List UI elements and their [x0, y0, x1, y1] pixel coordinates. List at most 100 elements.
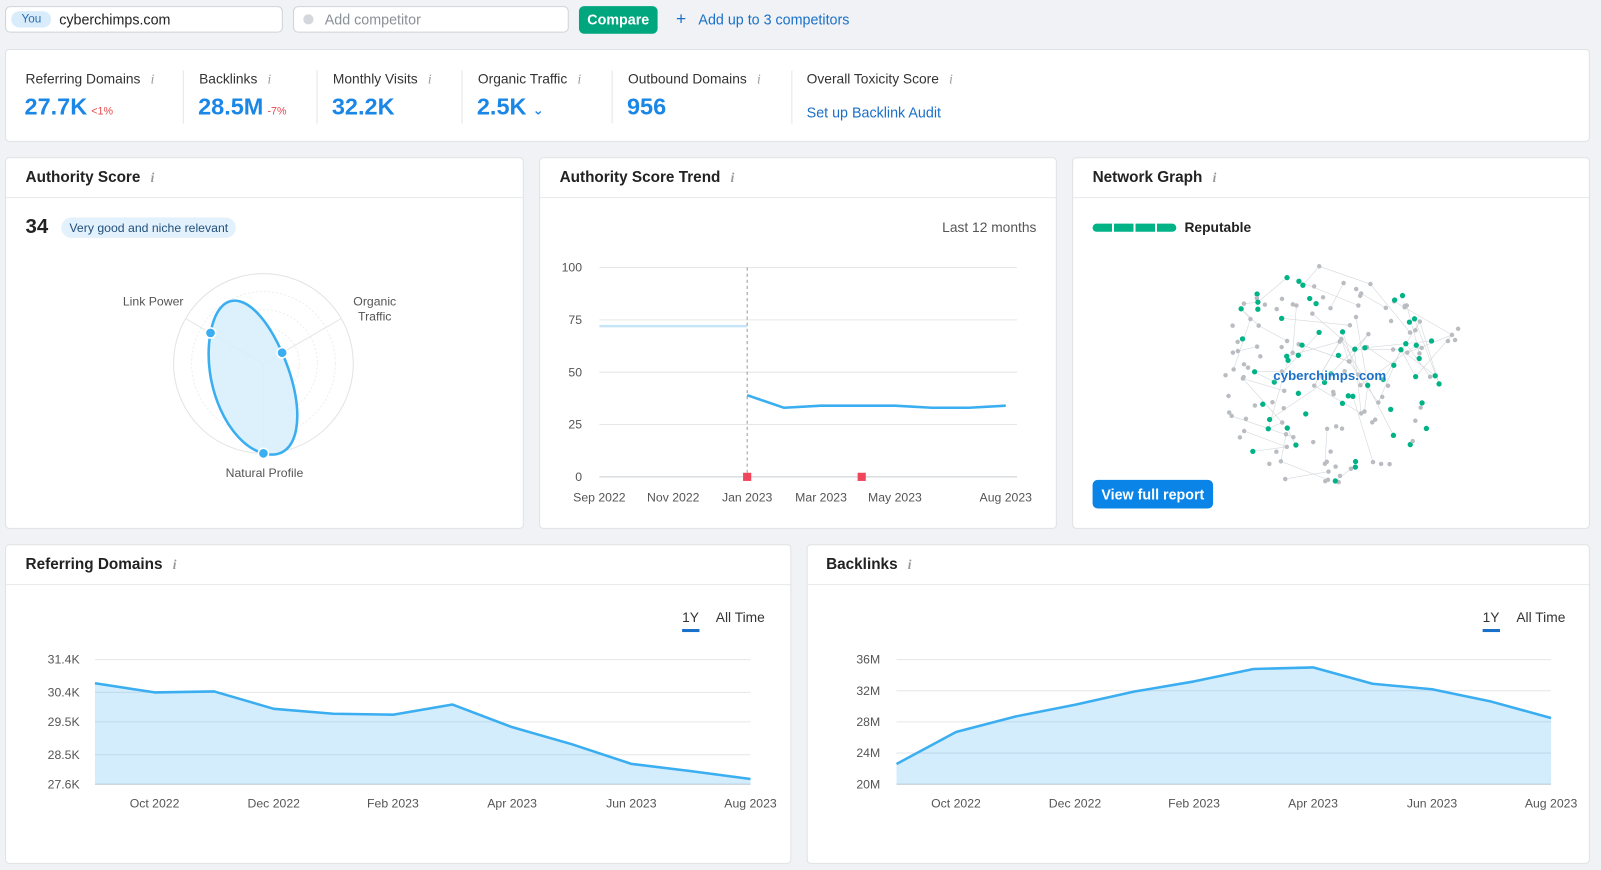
y-tick-label: 24M — [856, 746, 880, 760]
divider — [6, 197, 523, 199]
network-node — [1388, 318, 1394, 324]
radar-label: Link Power — [122, 294, 184, 309]
compare-button[interactable]: Compare — [578, 6, 658, 34]
you-pill: You — [11, 11, 52, 28]
panel-title: Referring Domains i — [26, 555, 177, 572]
metric-change: -7% — [267, 105, 287, 118]
line — [895, 666, 1552, 766]
network-node — [1230, 323, 1235, 328]
domain-input[interactable] — [5, 6, 283, 33]
info-icon[interactable]: i — [730, 169, 735, 185]
y-tick-label: 28M — [856, 715, 880, 729]
network-node — [1445, 338, 1451, 344]
metric-value: 28.5M — [198, 92, 264, 120]
network-node — [1412, 373, 1419, 380]
network-edge — [1355, 316, 1369, 386]
network-node — [1452, 337, 1458, 343]
network-edge — [1348, 361, 1379, 403]
info-icon[interactable]: i — [150, 71, 155, 87]
competitor-placeholder: Add competitor — [324, 11, 421, 28]
network-node — [1279, 296, 1285, 302]
view-report-button[interactable]: View full report — [1092, 479, 1214, 509]
network-node — [1255, 299, 1261, 305]
metric-label: Monthly Visits i — [333, 71, 432, 87]
network-edge — [1341, 338, 1368, 386]
network-node — [1449, 332, 1455, 338]
network-node — [1417, 351, 1422, 356]
network-node — [1248, 316, 1253, 322]
network-node — [1350, 393, 1356, 399]
network-edge — [1324, 428, 1328, 464]
network-edge — [1302, 266, 1320, 286]
x-tick-label: Oct 2022 — [130, 797, 180, 811]
x-tick-label: Feb 2023 — [1168, 797, 1220, 811]
network-node — [1307, 295, 1313, 302]
y-tick-label: 0 — [575, 470, 582, 484]
tab-active[interactable]: 1Y — [682, 610, 699, 633]
tab[interactable]: All Time — [1516, 609, 1566, 625]
network-node — [1299, 342, 1305, 348]
info-icon[interactable]: i — [1212, 169, 1217, 185]
backlink-audit-link[interactable]: Set up Backlink Audit — [806, 104, 941, 121]
metric-label-text: Overall Toxicity Score — [806, 71, 939, 87]
network-edge — [1352, 396, 1374, 463]
network-node — [1235, 348, 1241, 354]
network-panel — [1072, 157, 1590, 529]
network-node — [1407, 330, 1413, 335]
radar-label: Organic Traffic — [353, 294, 397, 324]
network-edge — [1330, 282, 1344, 309]
network-node — [1295, 390, 1302, 396]
y-tick-label: 25 — [568, 418, 582, 432]
network-node — [1296, 278, 1302, 284]
score-badge: Very good and niche relevant — [61, 217, 237, 238]
network-node — [1413, 328, 1418, 333]
network-node — [1358, 411, 1364, 416]
info-icon[interactable]: i — [577, 71, 582, 87]
info-icon[interactable]: i — [756, 71, 761, 87]
network-node — [1407, 441, 1413, 448]
info-icon[interactable]: i — [427, 71, 432, 87]
network-node — [1341, 280, 1346, 286]
network-edge — [1285, 471, 1329, 480]
tab-active[interactable]: 1Y — [1482, 610, 1500, 633]
dropdown-chevron[interactable]: ⌄ — [532, 102, 544, 118]
network-node — [1235, 339, 1240, 345]
network-node — [1254, 344, 1260, 349]
divider — [540, 197, 1056, 199]
tab[interactable]: All Time — [715, 609, 765, 625]
network-edge — [1267, 360, 1289, 429]
info-icon[interactable]: i — [907, 556, 912, 572]
network-node — [1274, 306, 1279, 312]
add-competitors-link[interactable]: Add up to 3 competitors — [698, 11, 850, 28]
x-tick-label: Mar 2023 — [795, 490, 847, 504]
network-node — [1335, 352, 1342, 359]
network-node — [1328, 449, 1333, 454]
info-icon[interactable]: i — [949, 71, 953, 87]
network-node — [1376, 400, 1381, 405]
metric-value-row: 2.5K ⌄ — [477, 93, 544, 121]
divider — [6, 584, 791, 586]
x-tick-label: Aug 2023 — [1525, 797, 1578, 811]
info-icon[interactable]: i — [172, 556, 177, 572]
network-node — [1390, 347, 1396, 352]
competitor-input[interactable] — [293, 6, 569, 33]
metric-label: Organic Traffic i — [478, 71, 581, 87]
x-tick-label: May 2023 — [868, 490, 922, 504]
reputation-bar — [1092, 223, 1177, 232]
network-node — [1303, 411, 1309, 417]
radar-label: Natural Profile — [225, 465, 304, 480]
network-node — [1352, 346, 1358, 352]
info-icon[interactable]: i — [150, 169, 155, 185]
network-node — [1226, 393, 1231, 399]
network-edge — [1366, 346, 1394, 366]
info-icon[interactable]: i — [267, 71, 272, 87]
network-node — [1320, 295, 1326, 300]
metrics-panel — [5, 49, 1590, 142]
network-node — [1390, 432, 1397, 438]
network-edge — [1335, 468, 1352, 482]
network-edge — [1407, 334, 1453, 353]
event-flag — [743, 472, 752, 481]
radar-shape — [207, 299, 299, 456]
network-node — [1342, 368, 1347, 374]
